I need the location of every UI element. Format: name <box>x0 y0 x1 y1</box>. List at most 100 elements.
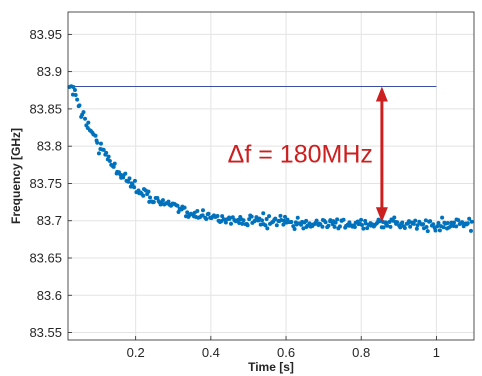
data-point <box>333 220 338 225</box>
y-tick-label: 83.75 <box>29 176 62 191</box>
data-point <box>469 219 474 224</box>
data-point <box>465 221 470 226</box>
x-tick-label: 1 <box>433 345 440 360</box>
data-point <box>402 226 407 231</box>
data-point <box>408 224 413 229</box>
annotation-arrow-head-top <box>375 86 388 102</box>
data-point <box>323 220 328 225</box>
data-point <box>75 97 80 102</box>
data-point <box>295 215 300 220</box>
y-tick-label: 83.9 <box>37 64 62 79</box>
y-tick-label: 83.6 <box>37 288 62 303</box>
y-tick-label: 83.85 <box>29 101 62 116</box>
data-point <box>264 217 269 222</box>
data-point <box>421 222 426 227</box>
data-point <box>400 220 405 225</box>
plot-area <box>68 12 474 340</box>
data-point <box>437 228 442 233</box>
data-point <box>332 224 337 229</box>
data-point <box>341 217 346 222</box>
data-point <box>307 221 312 226</box>
data-point <box>112 161 117 166</box>
data-point <box>95 140 100 145</box>
data-point <box>326 223 331 228</box>
data-point <box>126 179 131 184</box>
annotation-arrow-head-bottom <box>375 207 388 223</box>
data-point <box>123 171 128 176</box>
data-point <box>359 223 364 227</box>
data-point <box>361 226 366 231</box>
data-point <box>227 216 232 221</box>
data-point <box>253 218 258 223</box>
data-point <box>428 219 433 224</box>
data-point <box>204 217 209 222</box>
data-point <box>451 220 456 225</box>
data-point <box>337 224 342 229</box>
data-point <box>431 222 436 227</box>
annotation-text: Δf = 180MHz <box>228 140 373 168</box>
data-points <box>67 84 474 234</box>
annotation-group: Δf = 180MHz <box>228 86 388 223</box>
data-point <box>146 189 151 194</box>
data-point <box>148 195 153 200</box>
x-tick-label: 0.6 <box>277 345 295 360</box>
data-point <box>229 221 234 226</box>
data-point <box>151 200 156 205</box>
data-point <box>441 225 446 230</box>
data-point <box>166 199 171 204</box>
data-point <box>215 213 220 218</box>
data-point <box>254 215 259 220</box>
data-point <box>398 225 403 230</box>
data-point <box>81 110 86 115</box>
data-point <box>93 133 98 138</box>
data-point <box>301 226 306 231</box>
data-point <box>237 221 242 226</box>
data-point <box>141 193 146 198</box>
data-point <box>155 196 160 201</box>
data-point <box>467 216 472 221</box>
data-point <box>241 218 246 223</box>
data-point <box>245 223 250 228</box>
data-point <box>182 205 187 210</box>
data-point <box>448 224 453 229</box>
data-point <box>314 218 319 223</box>
data-point <box>98 141 103 146</box>
data-point <box>413 218 418 223</box>
data-point <box>267 214 272 219</box>
data-point <box>352 225 357 230</box>
data-point <box>263 223 268 228</box>
data-point <box>73 92 78 97</box>
data-point <box>289 219 294 224</box>
data-point <box>220 214 225 219</box>
data-point <box>385 223 390 228</box>
data-point <box>77 103 82 108</box>
data-point <box>283 214 287 219</box>
data-point <box>101 147 106 152</box>
data-point <box>304 218 309 223</box>
x-ticks: 0.2 0.4 0.6 0.8 1 <box>127 336 440 360</box>
data-point <box>335 217 340 222</box>
data-point <box>127 176 132 181</box>
data-point <box>381 225 386 230</box>
data-point <box>107 158 112 163</box>
data-point <box>411 221 416 226</box>
x-tick-label: 0.4 <box>202 345 220 360</box>
data-point <box>436 220 441 225</box>
data-point <box>111 164 116 169</box>
data-point <box>236 217 241 222</box>
data-point <box>249 214 254 219</box>
data-point <box>265 226 270 231</box>
data-point <box>395 220 400 225</box>
data-point <box>247 217 252 222</box>
data-point <box>425 229 430 234</box>
data-point <box>292 226 297 231</box>
data-point <box>132 178 137 183</box>
data-point <box>445 220 450 225</box>
data-point <box>200 213 205 218</box>
data-point <box>377 219 382 224</box>
y-tick-label: 83.95 <box>29 27 62 42</box>
data-point <box>260 218 265 223</box>
data-point <box>200 208 205 213</box>
data-point <box>273 216 278 221</box>
